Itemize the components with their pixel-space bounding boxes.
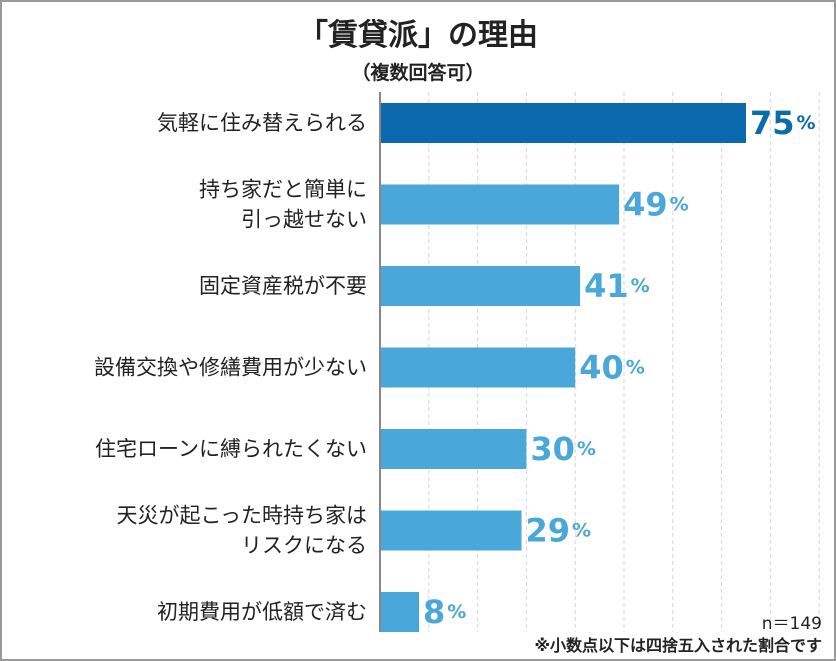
bar [380,592,420,632]
value-label: 8% [423,593,466,631]
category-label: 気軽に住み替えられる [157,111,367,135]
category-label: リスクになる [241,534,367,558]
bar [380,103,746,143]
category-label: 固定資産税が不要 [199,274,367,298]
rounding-footnote: ※小数点以下は四捨五入された割合です [534,636,822,655]
chart-title: 「賃貸派」の理由 [298,18,538,53]
bar [380,347,576,388]
category-label: 引っ越せない [241,208,367,232]
bar [380,429,527,469]
value-label: 41% [584,267,650,305]
category-label: 天災が起こった時持ち家は [116,504,367,528]
value-label: 75% [750,104,816,142]
bar [380,510,522,551]
value-label: 49% [623,186,689,224]
value-labels: 75 % 49 % 41 % 40 % 30 % 29 % 8% [423,104,816,631]
value-label: 40% [579,349,645,387]
bar [380,184,620,225]
chart-subtitle: （複数回答可） [351,62,485,84]
category-label: 持ち家だと簡単に [199,178,367,202]
category-label: 住宅ローンに縛られたくない [95,437,367,461]
bars [380,103,746,632]
category-label: 初期費用が低額で済む [157,600,367,624]
value-label: 29% [526,512,592,550]
bar [380,266,581,306]
category-label: 設備交換や修繕費用が少ない [94,356,367,380]
sample-size-note: n＝149 [761,614,822,634]
value-label: 30% [530,430,596,468]
category-labels: 気軽に住み替えられる持ち家だと簡単に引っ越せない固定資産税が不要設備交換や修繕費… [94,111,367,624]
